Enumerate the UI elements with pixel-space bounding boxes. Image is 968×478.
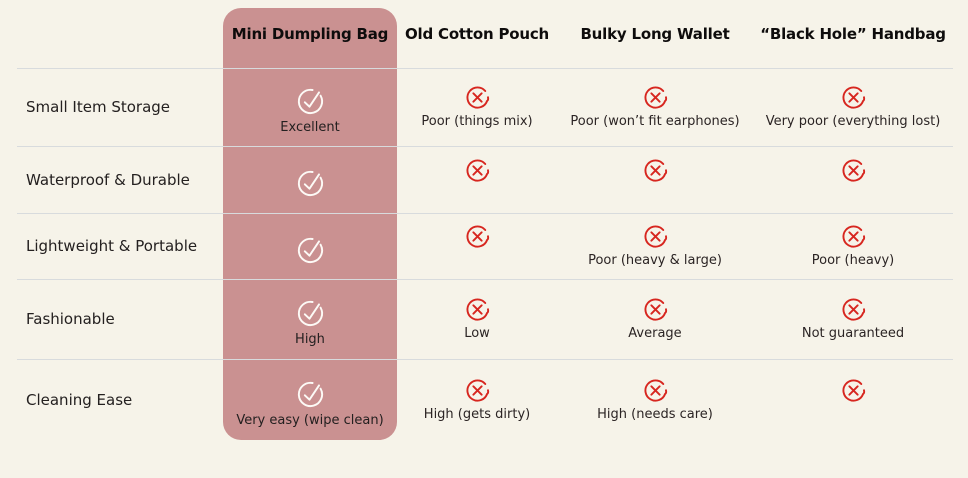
cross-circle-icon: [466, 225, 489, 248]
table-cell: [397, 213, 557, 279]
cross-circle-icon: [842, 298, 865, 321]
cross-circle-icon: [644, 158, 667, 182]
column-header-mini-dumpling-bag: Mini Dumpling Bag: [231, 25, 389, 43]
table-cell: Not guaranteed: [753, 279, 953, 359]
column-header-old-cotton-pouch: Old Cotton Pouch: [404, 25, 550, 43]
table-cell: [223, 213, 397, 279]
row-divider: [17, 146, 953, 147]
cross-circle-icon: [644, 86, 667, 109]
row-divider: [17, 359, 953, 360]
row-label-small-item-storage: Small Item Storage: [26, 98, 171, 116]
check-circle-icon: [297, 237, 323, 263]
table-cell: Average: [557, 279, 753, 359]
check-circle-icon: [297, 170, 323, 197]
cross-circle-icon: [466, 379, 489, 402]
cross-circle-icon: [466, 298, 489, 321]
table-cell: [223, 146, 397, 213]
table-cell: [753, 359, 953, 441]
highlighted-column-background: [223, 8, 397, 440]
cross-circle-icon: [644, 298, 667, 321]
cell-status-label: Poor (heavy): [811, 253, 895, 268]
table-cell: [557, 146, 753, 213]
table-cell: Poor (heavy): [753, 213, 953, 279]
row-label-cleaning-ease: Cleaning Ease: [26, 391, 133, 409]
check-circle-icon: [297, 300, 323, 327]
cell-status-label: [473, 253, 481, 269]
row-label-waterproof-durable: Waterproof & Durable: [26, 170, 190, 189]
row-divider: [17, 213, 953, 214]
cell-status-label: High: [295, 332, 325, 347]
row-divider: [17, 279, 953, 280]
table-cell: Low: [397, 279, 557, 359]
table-cell: Excellent: [223, 68, 397, 146]
cell-status-label: Not guaranteed: [801, 326, 905, 341]
cell-status-label: Low: [464, 326, 490, 341]
cell-status-label: Poor (heavy & large): [588, 253, 722, 268]
column-header-black-hole-handbag: “Black Hole” Handbag: [760, 25, 946, 43]
table-cell: Poor (won’t fit earphones): [557, 68, 753, 146]
cell-status-label: Poor (won’t fit earphones): [570, 114, 740, 129]
table-cell: Very poor (everything lost): [753, 68, 953, 146]
cell-status-label: [473, 187, 481, 203]
cross-circle-icon: [466, 86, 489, 109]
row-label-fashionable: Fashionable: [26, 310, 115, 328]
cell-status-label: [849, 187, 857, 203]
cell-status-label: Very poor (everything lost): [765, 114, 941, 129]
cross-circle-icon: [842, 158, 865, 182]
cell-status-label: Excellent: [280, 120, 340, 135]
cross-circle-icon: [644, 379, 667, 402]
cell-status-label: Very easy (wipe clean): [236, 413, 384, 428]
cross-circle-icon: [842, 86, 865, 109]
check-circle-icon: [297, 381, 323, 408]
cell-status-label: [651, 187, 659, 203]
table-cell: Poor (things mix): [397, 68, 557, 146]
cross-circle-icon: [644, 225, 667, 248]
cross-circle-icon: [466, 158, 489, 182]
table-cell: [397, 146, 557, 213]
cell-status-label: Average: [628, 326, 682, 341]
row-divider: [17, 68, 953, 69]
column-header-bulky-long-wallet: Bulky Long Wallet: [580, 25, 730, 43]
table-cell: High: [223, 279, 397, 359]
corner-header: [0, 0, 223, 68]
cell-status-label: [849, 407, 857, 423]
table-cell: High (needs care): [557, 359, 753, 441]
cell-status-label: High (gets dirty): [423, 407, 531, 422]
cell-status-label: High (needs care): [597, 407, 713, 422]
cross-circle-icon: [842, 379, 865, 402]
cell-status-label: Poor (things mix): [421, 114, 533, 129]
table-cell: High (gets dirty): [397, 359, 557, 441]
row-label-lightweight-portable: Lightweight & Portable: [26, 237, 198, 255]
table-cell: Poor (heavy & large): [557, 213, 753, 279]
table-cell: Very easy (wipe clean): [223, 359, 397, 441]
check-circle-icon: [297, 88, 323, 115]
cross-circle-icon: [842, 225, 865, 248]
table-cell: [753, 146, 953, 213]
